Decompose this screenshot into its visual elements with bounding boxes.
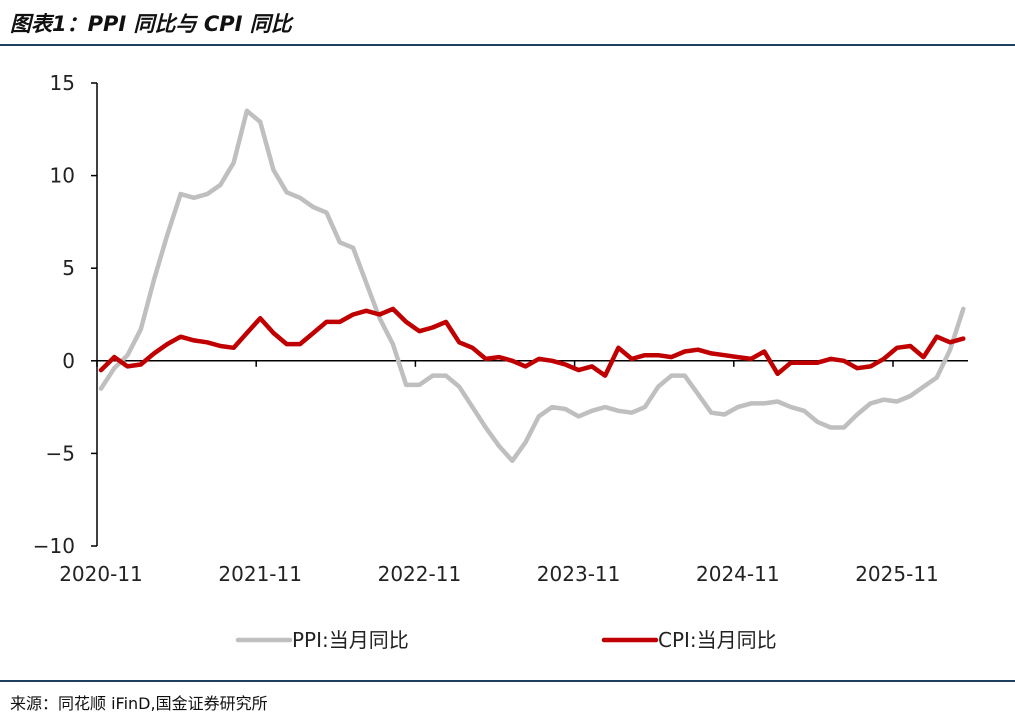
cpi-series-line xyxy=(98,306,966,378)
ppi-series-line xyxy=(98,108,966,464)
y-tick-label: −5 xyxy=(46,441,75,465)
y-tick-label: 0 xyxy=(62,349,75,373)
legend-label-1: CPI:当月同比 xyxy=(658,628,777,652)
y-tick-label: 15 xyxy=(50,71,75,95)
top-divider xyxy=(0,44,1015,46)
source-note: 来源：同花顺 iFinD,国金证券研究所 xyxy=(10,694,268,713)
x-tick-label: 2022-11 xyxy=(378,562,462,586)
chart-title: 图表1：PPI 同比与 CPI 同比 xyxy=(10,12,292,36)
y-tick-label: −10 xyxy=(33,534,75,558)
x-tick-label: 2025-11 xyxy=(855,562,939,586)
x-tick-label: 2024-11 xyxy=(696,562,780,586)
legend-label-0: PPI:当月同比 xyxy=(292,628,409,652)
chart-axes: 15 10 5 0 −5 −10 2020-11 2021-11 2022-11 2023-11 2… xyxy=(33,71,968,586)
x-tick-label: 2023-11 xyxy=(537,562,621,586)
y-tick-label: 10 xyxy=(50,164,75,188)
y-tick-label: 5 xyxy=(62,256,75,280)
x-tick-label: 2021-11 xyxy=(218,562,302,586)
x-tick-label: 2020-11 xyxy=(59,562,143,586)
chart-series xyxy=(98,108,966,464)
bottom-divider xyxy=(0,680,1015,682)
chart-legend: PPI:当月同比 CPI:当月同比 xyxy=(235,628,777,652)
